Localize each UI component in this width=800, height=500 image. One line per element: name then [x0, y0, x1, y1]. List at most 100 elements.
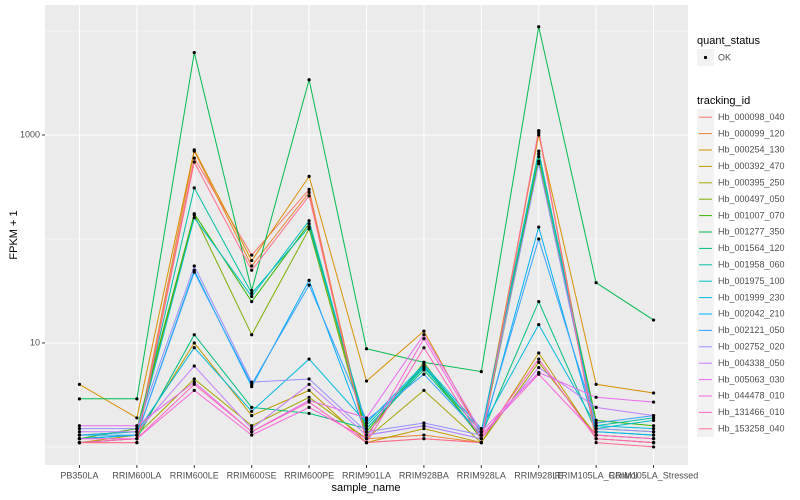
- point: [250, 424, 254, 428]
- point: [77, 427, 82, 431]
- point: [307, 388, 311, 392]
- y-tick-label: 1000: [20, 129, 40, 139]
- legend-label: Hb_004338_050: [718, 358, 785, 368]
- point: [192, 382, 196, 386]
- legend-label: Hb_001999_230: [718, 292, 785, 302]
- point: [250, 333, 254, 337]
- point: [135, 430, 139, 434]
- point: [422, 365, 426, 370]
- point: [307, 78, 311, 82]
- legend-label: Hb_000099_120: [718, 128, 785, 138]
- x-tick-label: RRIM600SE: [227, 470, 277, 480]
- point: [307, 278, 311, 282]
- point: [192, 380, 196, 384]
- point: [192, 364, 196, 368]
- point: [250, 409, 254, 413]
- point: [651, 400, 656, 404]
- point: [307, 187, 311, 191]
- point: [135, 397, 139, 401]
- point: [537, 237, 541, 241]
- point: [422, 362, 426, 367]
- y-tick-label: 10: [30, 337, 40, 347]
- point: [594, 427, 598, 431]
- point: [135, 433, 139, 437]
- point: [77, 437, 82, 441]
- point: [192, 156, 196, 160]
- point: [422, 424, 426, 428]
- point: [192, 388, 196, 392]
- point: [422, 333, 426, 337]
- point: [537, 299, 541, 304]
- point: [537, 154, 541, 159]
- point: [192, 160, 196, 164]
- point: [77, 382, 82, 386]
- point: [250, 380, 254, 384]
- point: [77, 424, 82, 428]
- point: [307, 194, 311, 198]
- x-tick-label: RRIM928LA: [457, 470, 506, 480]
- point: [537, 225, 541, 229]
- point: [77, 397, 82, 401]
- point: [77, 441, 82, 445]
- point: [250, 414, 254, 418]
- point: [594, 433, 598, 437]
- legend-title: tracking_id: [697, 95, 750, 107]
- point: [307, 219, 311, 223]
- point: [422, 421, 426, 425]
- point: [594, 424, 598, 428]
- point: [307, 222, 311, 226]
- point: [250, 430, 254, 434]
- point: [250, 405, 254, 409]
- point: [364, 379, 369, 383]
- x-tick-label: RRIM600LA: [112, 470, 161, 480]
- point: [192, 264, 196, 268]
- x-tick-label: RRIM600LE: [170, 470, 219, 480]
- point: [479, 433, 483, 437]
- legend-label: Hb_001958_060: [718, 259, 785, 269]
- legend-point: [703, 55, 708, 60]
- point: [537, 149, 541, 153]
- point: [192, 212, 196, 216]
- point: [250, 291, 254, 295]
- point: [594, 281, 598, 285]
- point: [250, 299, 254, 304]
- point: [594, 382, 598, 386]
- legend-label: Hb_002121_050: [718, 325, 785, 335]
- legend-label: Hb_044478_010: [718, 391, 785, 401]
- point: [651, 441, 656, 445]
- point: [307, 377, 311, 381]
- legend-label: OK: [718, 52, 731, 62]
- point: [135, 427, 139, 431]
- point: [364, 433, 369, 437]
- point: [651, 427, 656, 431]
- point: [651, 424, 656, 428]
- point: [364, 437, 369, 441]
- point: [479, 430, 483, 434]
- point: [594, 421, 598, 425]
- point: [250, 253, 254, 257]
- point: [135, 416, 139, 420]
- point: [537, 162, 541, 166]
- point: [307, 411, 311, 416]
- point: [364, 430, 369, 434]
- legend-label: Hb_000098_040: [718, 112, 785, 122]
- point: [250, 288, 254, 293]
- point: [192, 333, 196, 337]
- point: [422, 388, 426, 392]
- point: [422, 368, 426, 372]
- legend-label: Hb_131466_010: [718, 407, 785, 417]
- point: [537, 357, 541, 361]
- point: [422, 346, 426, 350]
- point: [250, 427, 254, 431]
- point: [250, 385, 254, 389]
- legend-label: Hb_000395_250: [718, 177, 785, 187]
- point: [537, 365, 541, 370]
- legend-title: quant_status: [697, 35, 760, 47]
- point: [537, 133, 541, 137]
- point: [307, 382, 311, 386]
- point: [651, 430, 656, 434]
- point: [537, 129, 541, 133]
- x-tick-label: RRIM901LA: [342, 470, 391, 480]
- point: [537, 372, 541, 376]
